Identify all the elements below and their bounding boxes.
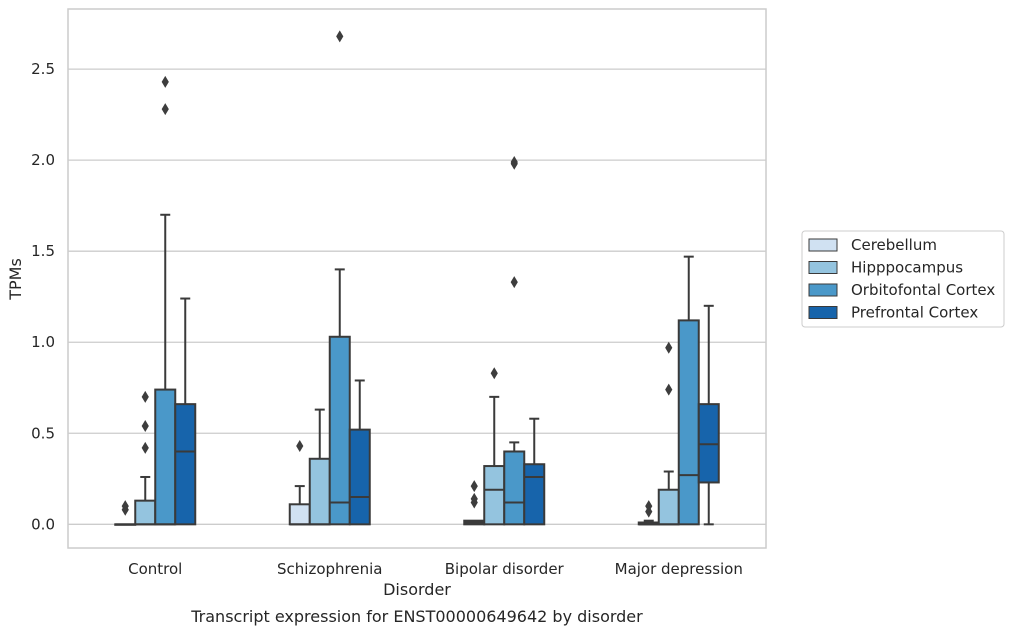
box-hipppocampus <box>134 390 157 526</box>
outlier-point <box>161 103 169 116</box>
box-body <box>328 335 351 526</box>
box-hipppocampus <box>483 367 506 526</box>
x-tick-label: Major depression <box>615 560 743 578</box>
outlier-point <box>665 383 673 396</box>
x-axis-label: Disorder <box>383 580 451 599</box>
outlier-point <box>141 441 149 454</box>
plot-frame <box>67 8 767 549</box>
figure-caption: Transcript expression for ENST0000064964… <box>190 607 643 626</box>
box-body <box>483 465 506 526</box>
boxes <box>114 30 720 526</box>
legend-swatch <box>808 261 838 274</box>
legend-swatch <box>808 238 838 252</box>
legend-frame <box>801 230 1005 328</box>
outlier-point <box>141 390 149 403</box>
box-body <box>348 428 371 526</box>
box-body <box>134 499 157 526</box>
box-prefrontal-cortex <box>523 417 546 526</box>
outlier-point <box>470 480 478 493</box>
y-tick-label: 2.5 <box>31 60 55 78</box>
x-tick-label: Control <box>128 560 182 578</box>
outlier-point <box>510 276 518 289</box>
outlier-point <box>645 500 653 513</box>
outlier-point <box>296 440 304 453</box>
box-prefrontal-cortex <box>348 379 371 526</box>
legend-swatch <box>808 306 838 319</box>
box-body <box>154 388 177 526</box>
legend-swatch <box>808 283 838 297</box>
box-hipppocampus <box>657 341 680 526</box>
outlier-point <box>141 419 149 432</box>
legend-label: Prefrontal Cortex <box>851 304 978 322</box>
outlier-point <box>336 30 344 43</box>
y-tick-label: 0.0 <box>31 515 55 533</box>
x-tick-label: Schizophrenia <box>277 560 382 578</box>
y-axis-label: TPMs <box>6 258 25 301</box>
box-body <box>174 403 197 526</box>
box-cerebellum <box>637 500 660 526</box>
box-cerebellum <box>288 440 311 526</box>
box-body <box>657 488 680 526</box>
legend-label: Cerebellum <box>851 236 937 254</box>
y-tick-label: 0.5 <box>31 424 55 442</box>
box-prefrontal-cortex <box>697 304 720 526</box>
box-cerebellum <box>463 480 486 526</box>
legend-label: Hipppocampus <box>851 259 963 277</box>
outlier-point <box>121 500 129 513</box>
outlier-point <box>161 75 169 88</box>
legend: Cerebellum Hipppocampus Orbitofontal Corte… <box>801 230 1005 328</box>
box-body <box>288 503 311 526</box>
box-body <box>308 457 331 526</box>
y-tick-labels: 0.0 0.5 1.0 1.5 2.0 2.5 <box>31 60 55 533</box>
outlier-point <box>665 341 673 354</box>
y-tick-label: 1.5 <box>31 242 55 260</box>
y-tick-label: 1.0 <box>31 333 55 351</box>
x-tick-label: Bipolar disorder <box>445 560 565 578</box>
legend-label: Orbitofontal Cortex <box>851 281 995 299</box>
y-tick-label: 2.0 <box>31 151 55 169</box>
box-prefrontal-cortex <box>174 297 197 526</box>
box-body <box>503 450 526 526</box>
box-body <box>523 463 546 526</box>
box-body <box>677 319 700 526</box>
outlier-point <box>510 155 518 168</box>
outlier-point <box>490 367 498 380</box>
x-tick-labels: Control Schizophrenia Bipolar disorder Majo… <box>128 560 743 578</box>
box-hipppocampus <box>308 408 331 526</box>
outlier-point <box>470 492 478 505</box>
